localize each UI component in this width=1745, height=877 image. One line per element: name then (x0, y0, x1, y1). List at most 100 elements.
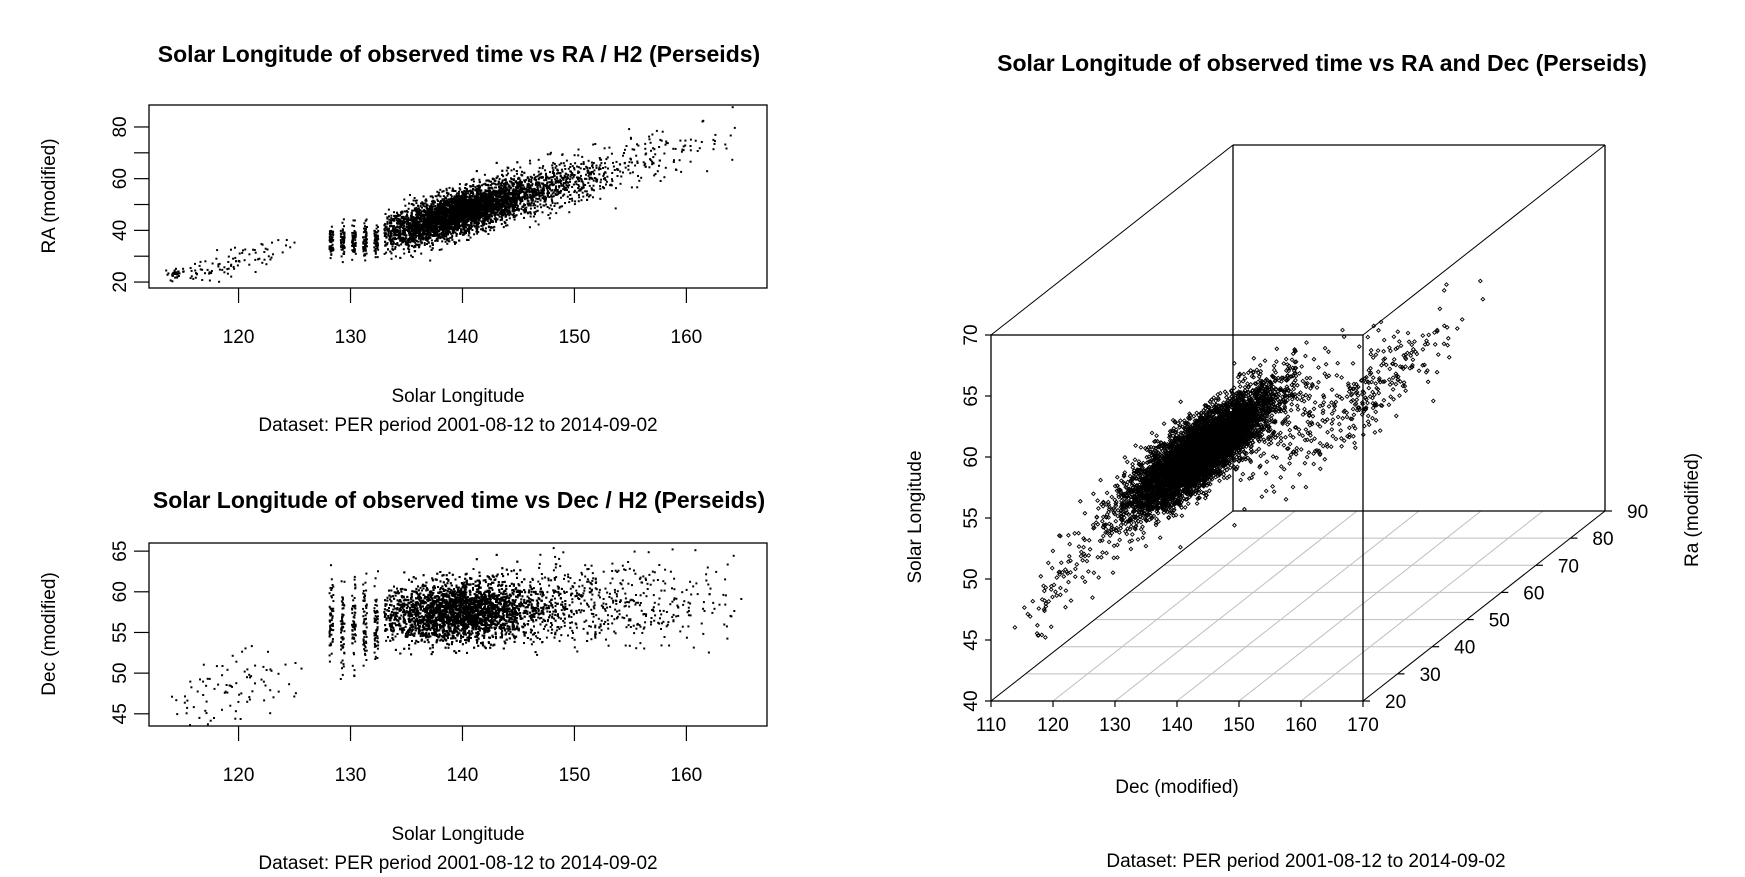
data-point (476, 232, 479, 235)
data-point (521, 196, 524, 199)
data-point (414, 250, 417, 253)
data-point (438, 205, 441, 208)
data-point (431, 200, 433, 203)
data-point (426, 243, 428, 245)
data-point (423, 219, 426, 222)
data-point (407, 238, 410, 241)
data-point (425, 205, 428, 208)
data-point (420, 226, 423, 228)
data-point (522, 204, 525, 207)
data-point (434, 239, 437, 242)
data-point (400, 212, 403, 215)
data-point (521, 170, 523, 173)
data-point (504, 187, 507, 190)
data-point (450, 221, 453, 224)
data-point (528, 226, 531, 229)
data-point (440, 248, 443, 251)
data-point (446, 226, 448, 228)
data-point (441, 190, 444, 193)
data-point (520, 207, 523, 210)
data-point (414, 245, 417, 248)
data-point (408, 202, 410, 205)
data-point (383, 229, 386, 232)
data-point (516, 204, 519, 207)
data-point (461, 233, 464, 236)
data-point (516, 195, 519, 198)
data-point (423, 244, 426, 246)
data-point (404, 210, 407, 213)
data-point (390, 217, 393, 220)
data-point (500, 202, 503, 205)
data-point (512, 193, 515, 196)
data-point (443, 204, 446, 207)
data-point (490, 218, 493, 221)
data-point (504, 202, 507, 205)
data-point (404, 238, 407, 241)
data-point (532, 195, 535, 198)
data-point (529, 207, 532, 210)
data-point (498, 204, 501, 207)
data-point (463, 232, 466, 235)
data-point (387, 229, 390, 232)
data-point (548, 196, 551, 199)
data-point (417, 204, 419, 207)
data-point (478, 181, 481, 184)
data-point (447, 201, 450, 204)
data-point (513, 168, 515, 171)
data-point (391, 219, 393, 222)
data-point (421, 234, 424, 237)
data-point (445, 187, 448, 190)
data-point (408, 234, 411, 236)
data-point (410, 217, 413, 220)
data-point (485, 222, 488, 225)
ra-scatter-panel: Solar Longitude of observed time vs RA /… (39, 41, 768, 436)
data-point (426, 208, 429, 210)
data-point (385, 251, 388, 254)
data-point (512, 216, 515, 219)
data-point (489, 220, 492, 223)
data-point (441, 217, 444, 220)
data-point (545, 203, 548, 206)
data-point (413, 232, 416, 234)
data-point (385, 236, 388, 239)
data-point (454, 190, 457, 192)
data-point (418, 213, 421, 216)
data-point (459, 188, 462, 191)
data-point (456, 192, 459, 195)
data-point (472, 185, 475, 188)
data-point (520, 181, 523, 184)
data-point (475, 230, 478, 233)
data-point (520, 183, 523, 186)
data-point (417, 237, 420, 240)
data-point (430, 215, 433, 218)
data-point (458, 187, 461, 190)
data-point (475, 187, 478, 190)
data-point (476, 195, 479, 198)
data-point (504, 185, 507, 187)
data-point (390, 214, 393, 217)
data-point (512, 204, 515, 207)
data-point (456, 220, 459, 223)
data-point (523, 171, 526, 174)
ra-points (165, 106, 736, 283)
data-point (408, 227, 411, 230)
data-point (422, 195, 425, 198)
data-point (416, 209, 418, 212)
data-point (421, 210, 423, 213)
data-point (410, 215, 413, 218)
data-point (406, 215, 409, 217)
data-point (455, 234, 458, 237)
data-point (453, 222, 456, 225)
data-point (536, 175, 539, 178)
data-point (384, 225, 387, 228)
data-point (441, 207, 443, 210)
data-point (516, 161, 519, 164)
data-point (516, 182, 519, 185)
data-point (443, 216, 446, 219)
data-point (493, 182, 496, 185)
data-point (534, 200, 537, 203)
data-point (405, 217, 408, 220)
data-point (436, 198, 439, 201)
data-point (437, 225, 440, 228)
data-point (403, 252, 406, 255)
